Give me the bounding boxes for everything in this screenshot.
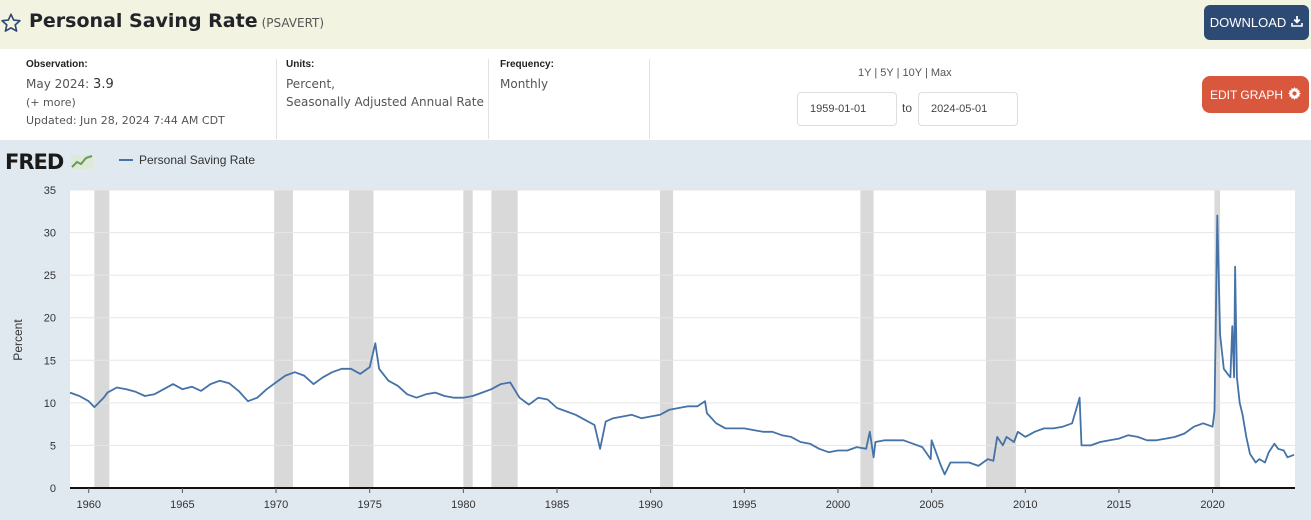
y-tick-label: 35 (44, 185, 56, 197)
y-tick-label: 15 (44, 355, 56, 367)
metadata-bar: Observation: May 2024: 3.9 (+ more) Upda… (0, 49, 1311, 140)
range-max[interactable]: Max (930, 67, 952, 79)
line-chart: Percent 0 5 10 15 20 25 30 35 1960 1965 1970 1975 19… (11, 185, 1295, 511)
x-tick-label: 1960 (76, 499, 100, 511)
units-label: Units: (286, 59, 315, 70)
observation-section: Observation: May 2024: 3.9 (+ more) Upda… (26, 59, 225, 130)
x-tick-label: 1995 (732, 499, 756, 511)
range-selector: 1Y | 5Y | 10Y | Max (858, 67, 952, 79)
x-tick-label: 1985 (545, 499, 569, 511)
x-tick-label: 1965 (170, 499, 194, 511)
download-icon (1291, 15, 1304, 30)
range-1y[interactable]: 1Y (858, 67, 872, 79)
chart-legend: Personal Saving Rate (119, 153, 255, 167)
page-title: Personal Saving Rate (PSAVERT) (29, 10, 324, 32)
units-line-1: Percent, (286, 77, 335, 91)
legend-label: Personal Saving Rate (139, 153, 256, 167)
recession-band (1214, 190, 1221, 488)
y-tick-label: 10 (44, 398, 56, 410)
divider (276, 59, 277, 139)
recession-band (491, 190, 518, 488)
series-code: (PSAVERT) (261, 16, 325, 30)
legend-swatch (119, 159, 133, 161)
y-tick-label: 20 (44, 313, 56, 325)
frequency-value: Monthly (500, 77, 549, 91)
edit-graph-button[interactable]: EDIT GRAPH (1202, 76, 1309, 113)
x-tick-label: 1975 (357, 499, 381, 511)
range-separator: | (874, 67, 878, 79)
observation-value: 3.9 (93, 77, 114, 92)
recession-band (349, 190, 374, 488)
y-axis-label: Percent (11, 319, 25, 361)
observation-value-line: May 2024: 3.9 (26, 75, 225, 94)
range-5y[interactable]: 5Y (880, 67, 894, 79)
end-date-input[interactable] (918, 92, 1018, 126)
fred-logo-text: FRED (5, 150, 64, 174)
recession-band (463, 190, 473, 488)
units-section: Units: Percent, Seasonally Adjusted Annu… (286, 59, 484, 111)
gear-icon (1288, 86, 1302, 103)
x-tick-label: 1990 (638, 499, 662, 511)
y-tick-label: 30 (44, 228, 56, 240)
updated-text: Updated: Jun 28, 2024 7:44 AM CDT (26, 114, 225, 127)
download-label: DOWNLOAD (1209, 15, 1287, 30)
recession-band (660, 190, 674, 488)
range-10y[interactable]: 10Y (902, 67, 922, 79)
divider (488, 59, 489, 139)
x-tick-label: 2005 (919, 499, 943, 511)
x-tick-label: 2015 (1107, 499, 1131, 511)
to-label: to (902, 101, 913, 115)
frequency-section: Frequency: Monthly (500, 59, 554, 93)
y-tick-label: 5 (50, 440, 56, 452)
plot-background (70, 190, 1295, 488)
recession-band (860, 190, 874, 488)
star-outline-icon[interactable] (0, 12, 22, 34)
range-separator: | (896, 67, 900, 79)
x-tick-label: 2010 (1013, 499, 1037, 511)
chart-area: FRED Personal Saving Rate Percent 0 5 10 15… (0, 140, 1311, 520)
frequency-label: Frequency: (500, 59, 554, 70)
recession-band (274, 190, 293, 488)
x-tick-label: 2020 (1200, 499, 1224, 511)
series-line (69, 214, 1295, 476)
download-button[interactable]: DOWNLOAD (1204, 5, 1309, 40)
x-tick-label: 1980 (451, 499, 475, 511)
title-bar: Personal Saving Rate (PSAVERT) DOWNLOAD (0, 0, 1311, 49)
units-value: Percent, Seasonally Adjusted Annual Rate (286, 75, 484, 111)
y-tick-label: 0 (50, 483, 56, 495)
fred-trend-icon (70, 155, 93, 169)
units-line-2: Seasonally Adjusted Annual Rate (286, 95, 484, 109)
start-date-input[interactable] (797, 92, 897, 126)
x-tick-label: 1970 (264, 499, 288, 511)
observation-period: May 2024: (26, 77, 90, 91)
fred-logo: FRED (5, 150, 94, 174)
recession-band (985, 190, 1016, 488)
recession-band (94, 190, 110, 488)
range-separator: | (924, 67, 928, 79)
observation-label: Observation: (26, 59, 88, 70)
edit-graph-label: EDIT GRAPH (1209, 87, 1284, 102)
x-tick-label: 2000 (826, 499, 850, 511)
divider (649, 59, 650, 139)
more-link[interactable]: (+ more) (26, 96, 76, 109)
series-title-text: Personal Saving Rate (29, 10, 258, 32)
y-tick-label: 25 (44, 270, 56, 282)
